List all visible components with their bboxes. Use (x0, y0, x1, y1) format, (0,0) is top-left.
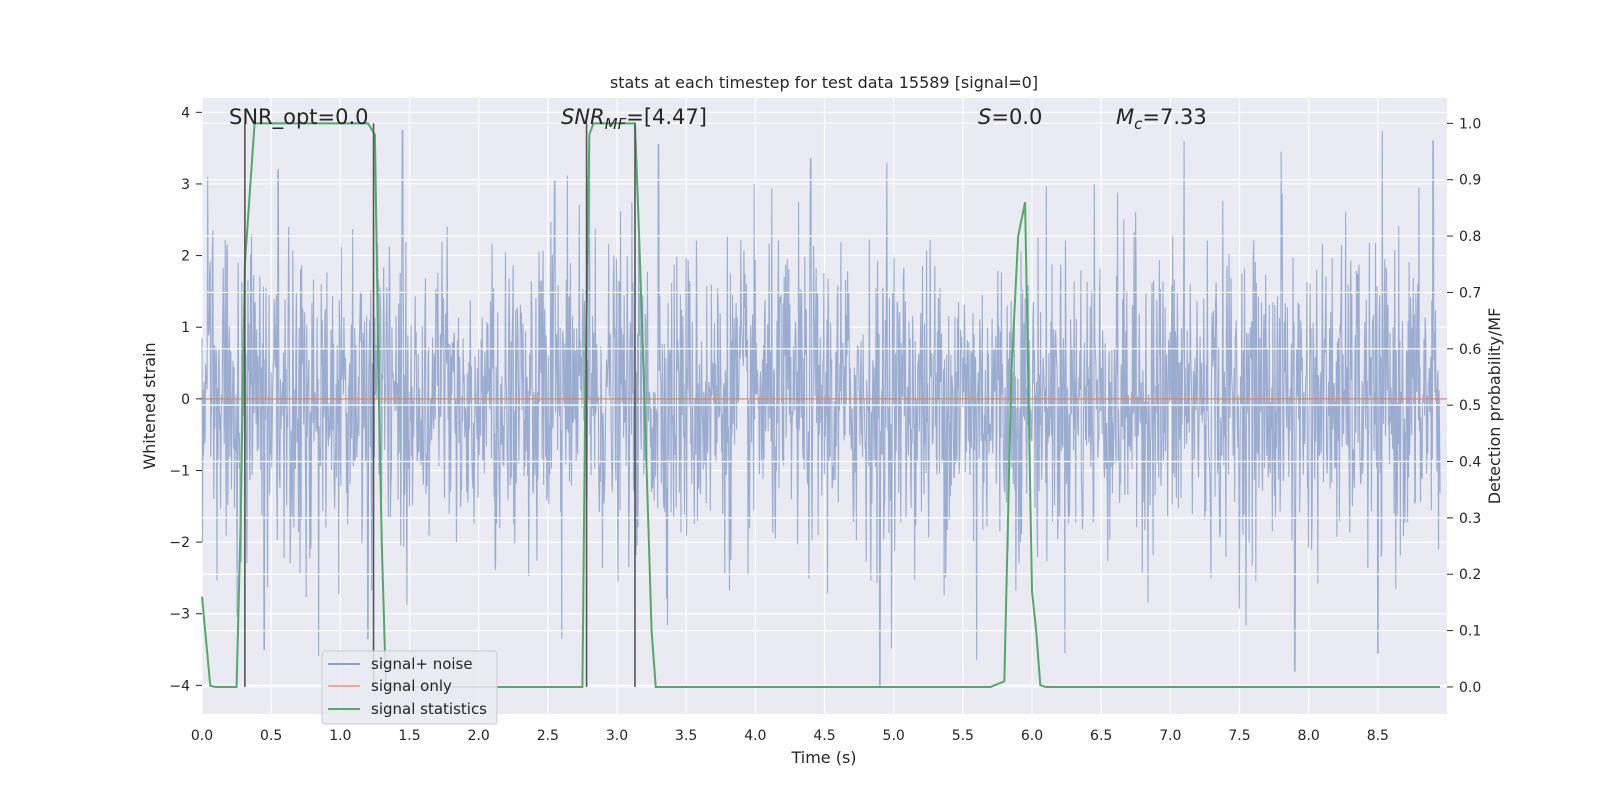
x-tick-label: 6.5 (1090, 728, 1112, 744)
legend-box (321, 650, 498, 725)
annotation-mc: Mc=7.33 (1116, 105, 1207, 133)
x-tick-label: 2.0 (468, 728, 490, 744)
signal-noise-line (201, 129, 1441, 686)
y-tick-label-right: 0.9 (1459, 173, 1481, 189)
y-tick-label-right: 0.3 (1459, 511, 1481, 527)
y-tick-label-right: 0.1 (1459, 624, 1481, 640)
y-tick-label-right: 1.0 (1459, 116, 1481, 132)
annotation-s: S=0.0 (978, 105, 1042, 129)
y-tick-label-right: 0.8 (1459, 229, 1481, 245)
x-tick-label: 8.5 (1367, 728, 1389, 744)
y-tick-label-right: 0.0 (1459, 680, 1481, 696)
chart-title: stats at each timestep for test data 155… (610, 73, 1038, 92)
legend-label-signal-only: signal only (371, 677, 452, 695)
y-tick-label-right: 0.4 (1459, 455, 1481, 471)
x-tick-label: 5.5 (952, 728, 974, 744)
y-tick-label-left: 1 (181, 320, 190, 336)
tick-labels: 0.0 0.5 1.0 1.5 2.0 2.5 3.0 3.5 4.0 4.5 5.0 5.5 6.0 6… (169, 105, 1481, 744)
y-tick-label-left: −4 (169, 678, 190, 694)
x-tick-label: 5.0 (883, 728, 905, 744)
legend-label-signal-statistics: signal statistics (371, 700, 487, 718)
y-tick-label-left: −3 (169, 607, 190, 623)
y-tick-label-right: 0.2 (1459, 567, 1481, 583)
series-signal-noise (201, 129, 1441, 686)
x-axis-label: Time (s) (790, 748, 856, 767)
annotation-snr-mf: SNRMF=[4.47] (561, 105, 707, 133)
y-tick-label-right: 0.7 (1459, 285, 1481, 301)
x-tick-label: 7.0 (1159, 728, 1181, 744)
y-tick-label-left: 0 (181, 392, 190, 408)
y-tick-label-left: 2 (181, 249, 190, 265)
y-tick-label-left: 3 (181, 177, 190, 193)
vertical-markers (244, 123, 636, 687)
y-tick-label-right: 0.5 (1459, 398, 1481, 414)
y-tick-label-left: −1 (169, 463, 190, 479)
x-tick-label: 6.0 (1021, 728, 1043, 744)
y-axis-label-left: Whitened strain (140, 342, 159, 469)
x-tick-label: 7.5 (1228, 728, 1250, 744)
y-tick-label-left: 4 (181, 105, 190, 121)
y-axis-label-right: Detection probability/MF (1485, 308, 1504, 505)
x-tick-label: 3.0 (606, 728, 628, 744)
x-tick-label: 8.0 (1298, 728, 1320, 744)
x-tick-label: 2.5 (537, 728, 559, 744)
x-tick-label: 4.0 (744, 728, 766, 744)
x-tick-label: 1.0 (329, 728, 351, 744)
y-tick-label-left: −2 (169, 535, 190, 551)
annotation-snr-opt: SNR_opt=0.0 (229, 105, 369, 130)
y-tick-label-right: 0.6 (1459, 342, 1481, 358)
x-tick-label: 3.5 (675, 728, 697, 744)
x-tick-label: 0.5 (260, 728, 282, 744)
x-tick-label: 1.5 (398, 728, 420, 744)
x-tick-label: 4.5 (813, 728, 835, 744)
legend: signal+ noise signal only signal statist… (321, 650, 498, 725)
x-tick-label: 0.0 (191, 728, 213, 744)
legend-label-signal-noise: signal+ noise (371, 655, 473, 673)
